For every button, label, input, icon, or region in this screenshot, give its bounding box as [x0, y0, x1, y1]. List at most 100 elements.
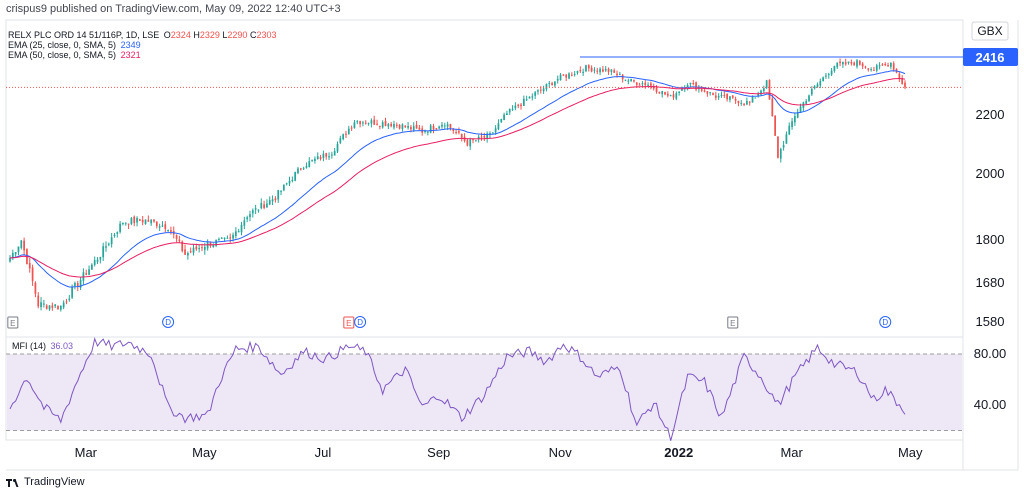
candle-body [218, 239, 220, 241]
candle-body [390, 123, 393, 127]
candle-body [91, 264, 93, 270]
candle-body [774, 115, 776, 136]
candle-body [395, 124, 398, 126]
candle-body [328, 156, 330, 158]
price-axis-tick: 2000 [976, 166, 1005, 181]
candle-body [76, 283, 79, 287]
candle-body [282, 184, 285, 191]
candle-body [754, 97, 757, 99]
candle-body [189, 251, 192, 253]
candle-body [11, 252, 14, 258]
candle-body [376, 123, 378, 125]
candle-body [596, 70, 599, 72]
candle-body [858, 60, 861, 65]
candle-body [635, 82, 638, 85]
candle-body [633, 80, 635, 82]
mfi-value: 36.03 [50, 341, 74, 351]
candle-body [870, 69, 872, 71]
earnings-marker[interactable]: E [7, 316, 19, 329]
candle-body [212, 244, 215, 247]
candle-body [288, 180, 291, 184]
dividend-marker[interactable]: D [354, 316, 367, 328]
candle-body [198, 248, 201, 250]
candle-body [570, 74, 573, 76]
ema50-label: EMA (50, close, 0, SMA, 5) [8, 50, 117, 60]
candle-body [167, 230, 169, 232]
candle-body [661, 91, 664, 95]
candle-body [655, 87, 658, 92]
candle-body [474, 140, 477, 142]
candle-body [734, 98, 737, 101]
ema25-line[interactable] [9, 70, 906, 288]
candle-body [88, 269, 90, 275]
candle-body [226, 237, 229, 239]
candle-body [737, 100, 740, 104]
candle-body [545, 84, 548, 90]
candle-body [410, 126, 412, 130]
candle-body [234, 231, 237, 237]
candle-body [314, 158, 316, 162]
candle-body [867, 68, 870, 70]
candle-body [706, 91, 709, 94]
earnings-marker[interactable]: E [343, 316, 355, 329]
currency-box[interactable] [971, 21, 1009, 41]
candle-body [443, 125, 446, 127]
candle-body [582, 71, 585, 73]
candle-body [170, 230, 172, 232]
candle-body [251, 210, 254, 214]
candle-body [116, 232, 119, 234]
tradingview-logo-icon[interactable] [6, 477, 24, 487]
earnings-marker[interactable]: E [727, 316, 739, 329]
candle-body [195, 246, 198, 250]
candle-body [387, 124, 390, 127]
svg-text:D: D [882, 318, 888, 327]
candle-body [192, 247, 195, 253]
candle-body [796, 111, 799, 118]
candle-body [378, 125, 381, 127]
footer-brand[interactable]: TradingView [24, 476, 85, 488]
candle-body [740, 102, 743, 104]
candle-body [805, 101, 808, 104]
candle-body [771, 98, 774, 117]
candle-body [110, 237, 113, 245]
candle-body [353, 122, 356, 128]
candle-body [822, 77, 824, 82]
dividend-marker[interactable]: D [162, 316, 175, 328]
ema25-legend-row[interactable]: EMA (25, close, 0, SMA, 5) 2349 [8, 40, 276, 50]
candle-body [305, 166, 308, 168]
candle-body [153, 219, 155, 222]
symbol-legend-row[interactable]: RELX PLC ORD 14 51/116P, 1D, LSE O2324 H… [8, 30, 276, 40]
candle-body [280, 190, 282, 192]
candle-body [881, 64, 884, 66]
candle-body [675, 93, 678, 99]
candle-body [576, 71, 579, 73]
candle-body [277, 190, 280, 200]
candle-body [531, 96, 534, 98]
candle-body [700, 89, 703, 91]
price-pane[interactable] [5, 19, 964, 338]
time-axis-tick: Mar [75, 445, 98, 460]
ema50-legend-row[interactable]: EMA (50, close, 0, SMA, 5) 2321 [8, 50, 276, 60]
candle-body [486, 133, 489, 139]
candle-body [703, 90, 706, 92]
candle-body [446, 124, 449, 127]
ema50-line[interactable] [9, 78, 906, 278]
candle-body [650, 83, 652, 86]
candle-body [257, 209, 260, 211]
candle-body [760, 90, 762, 95]
candle-body [630, 79, 633, 82]
candle-body [788, 125, 791, 135]
mfi-line[interactable] [9, 336, 906, 441]
mfi-legend[interactable]: MFI (14) 36.03 [12, 341, 73, 351]
candle-body [311, 159, 313, 161]
dividend-marker[interactable]: D [879, 316, 892, 328]
candle-body [223, 237, 226, 239]
candle-body [757, 93, 760, 97]
candle-body [539, 89, 542, 91]
candle-body [892, 63, 895, 70]
svg-text:D: D [165, 318, 171, 327]
candle-body [641, 83, 644, 85]
candle-body [220, 237, 223, 239]
candle-body [799, 106, 802, 113]
candle-body [141, 220, 144, 223]
